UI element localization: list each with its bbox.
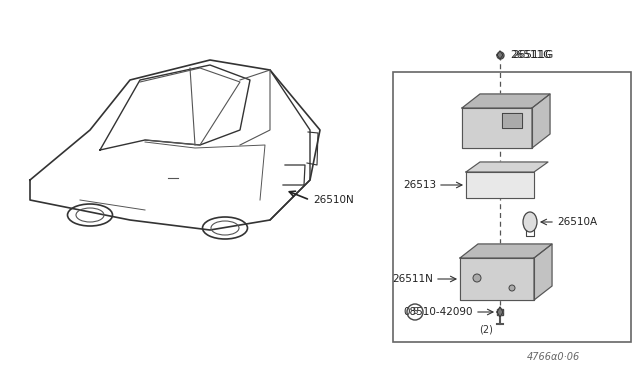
Polygon shape [462,108,532,148]
Polygon shape [534,244,552,300]
Polygon shape [532,94,550,148]
Polygon shape [466,172,534,198]
Polygon shape [497,51,503,59]
Polygon shape [460,258,534,300]
FancyBboxPatch shape [393,72,631,342]
Polygon shape [502,113,522,128]
Text: 08510-42090: 08510-42090 [403,307,473,317]
Ellipse shape [509,285,515,291]
Text: 26511N: 26511N [392,274,433,284]
Text: (2): (2) [479,324,493,334]
Ellipse shape [473,274,481,282]
Text: 26511G: 26511G [510,50,551,60]
Text: 26510A: 26510A [557,217,597,227]
Text: 4766α0·06: 4766α0·06 [527,352,580,362]
Polygon shape [460,244,552,258]
Text: 26511G: 26511G [512,50,553,60]
Polygon shape [462,94,550,108]
Ellipse shape [523,212,537,232]
Text: S: S [412,308,418,317]
Text: 26510N: 26510N [313,195,354,205]
Polygon shape [466,162,548,172]
Text: 26513: 26513 [403,180,436,190]
Polygon shape [497,307,503,317]
